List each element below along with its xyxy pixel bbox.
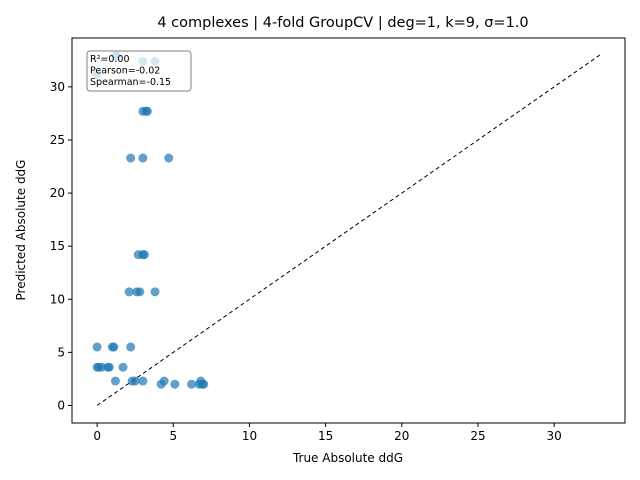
- scatter-point: [104, 362, 114, 372]
- scatter-point: [118, 362, 128, 372]
- y-tick-label: 15: [50, 239, 65, 253]
- x-tick-label: 30: [547, 429, 562, 443]
- scatter-point: [170, 379, 180, 389]
- y-tick-label: 30: [50, 80, 65, 94]
- x-tick-label: 20: [394, 429, 409, 443]
- y-axis-label: Predicted Absolute ddG: [14, 160, 28, 301]
- scatter-point: [187, 379, 197, 389]
- stats-line: Spearman=-0.15: [90, 77, 171, 88]
- scatter-point: [139, 250, 149, 260]
- scatter-point: [135, 287, 145, 297]
- stats-box-frame: [86, 50, 192, 92]
- scatter-point: [159, 376, 169, 386]
- y-tick-label: 10: [50, 292, 65, 306]
- axes-frame: [71, 37, 626, 424]
- scatter-point: [138, 153, 148, 163]
- x-axis-label: True Absolute ddG: [292, 451, 403, 465]
- stats-line: Pearson=-0.02: [90, 66, 160, 77]
- scatter-point: [138, 376, 148, 386]
- scatter-point: [109, 342, 119, 352]
- y-tick-label: 20: [50, 186, 65, 200]
- y-tick-label: 0: [57, 398, 65, 412]
- y-axis: 0 5 10 15 20 25 30: [50, 80, 72, 412]
- y-tick-label: 5: [57, 345, 65, 359]
- x-tick-label: 5: [169, 429, 177, 443]
- scatter-point: [199, 379, 209, 389]
- scatter-point: [164, 153, 174, 163]
- x-tick-label: 25: [470, 429, 485, 443]
- chart-title: 4 complexes | 4-fold GroupCV | deg=1, k=…: [157, 15, 528, 31]
- scatter-point: [130, 376, 140, 386]
- scatter-point: [126, 153, 136, 163]
- x-tick-label: 15: [318, 429, 333, 443]
- scatter-point: [150, 287, 160, 297]
- x-tick-label: 0: [93, 429, 101, 443]
- y-tick-label: 25: [50, 133, 65, 147]
- scatter-point: [92, 342, 102, 352]
- scatter-point: [142, 106, 152, 116]
- x-tick-label: 10: [242, 429, 257, 443]
- stats-line: R²=0.00: [90, 54, 130, 65]
- scatter-point: [124, 287, 134, 297]
- scatter-point: [110, 376, 120, 386]
- scatter-point: [126, 342, 136, 352]
- x-axis: 0 5 10 15 20 25 30: [93, 423, 562, 443]
